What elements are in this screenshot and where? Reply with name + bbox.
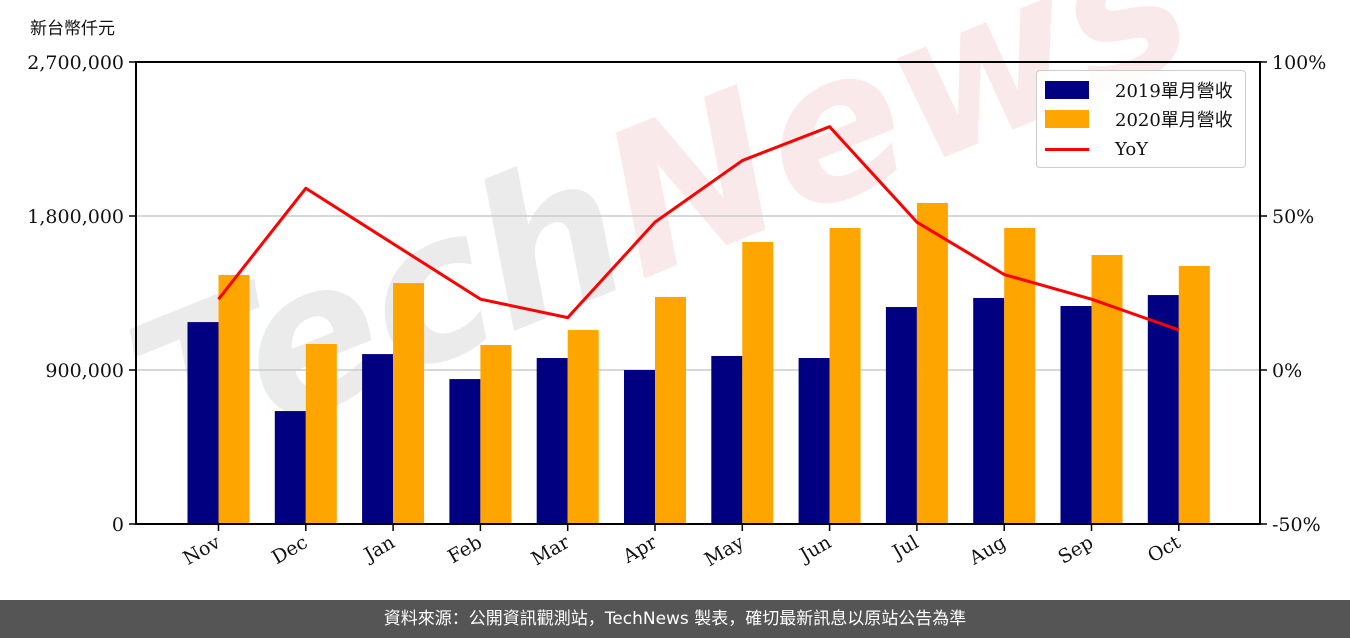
svg-text:Jun: Jun — [795, 531, 836, 567]
svg-text:2,700,000: 2,700,000 — [27, 52, 124, 74]
bar-2020 — [1091, 255, 1123, 524]
svg-text:Apr: Apr — [618, 531, 661, 568]
bar-2020 — [305, 343, 337, 524]
bar-2019 — [624, 370, 655, 524]
svg-text:0: 0 — [112, 514, 124, 536]
legend-label-yoy: YoY — [1115, 138, 1149, 160]
revenue-chart: TechNews 0900,0001,800,0002,700,000-50%0… — [27, 0, 1326, 571]
bar-2020 — [916, 202, 948, 525]
legend-item-yoy: YoY — [1045, 138, 1148, 160]
svg-text:100%: 100% — [1272, 52, 1326, 74]
bar-2019 — [973, 297, 1005, 524]
bar-2020 — [655, 296, 686, 524]
svg-text:Dec: Dec — [268, 531, 311, 569]
bar-2019 — [885, 307, 917, 524]
bar-2019 — [449, 379, 481, 524]
svg-text:Sep: Sep — [1054, 531, 1097, 568]
svg-text:0%: 0% — [1272, 360, 1302, 382]
legend-label-2020: 2020單月營收 — [1115, 110, 1233, 131]
svg-text:50%: 50% — [1272, 206, 1314, 228]
svg-text:Feb: Feb — [444, 531, 486, 568]
legend-swatch-2019 — [1045, 81, 1089, 99]
svg-text:Jul: Jul — [887, 531, 922, 564]
svg-text:Mar: Mar — [528, 531, 574, 570]
bar-2020 — [567, 329, 599, 524]
legend-label-2019: 2019單月營收 — [1115, 81, 1233, 102]
bar-2020 — [742, 242, 774, 524]
bar-2019 — [536, 358, 568, 524]
bar-2020 — [480, 345, 512, 524]
svg-text:Oct: Oct — [1144, 531, 1185, 567]
bar-2020 — [393, 283, 425, 524]
chart-legend: 2019單月營收 2020單月營收 YoY — [1036, 70, 1246, 168]
bar-2019 — [798, 358, 830, 524]
svg-text:Nov: Nov — [179, 531, 224, 570]
legend-item-2020: 2020單月營收 — [1045, 108, 1233, 131]
svg-text:-50%: -50% — [1272, 514, 1321, 536]
legend-line-yoy — [1045, 147, 1089, 151]
svg-text:Aug: Aug — [965, 531, 1010, 570]
bar-2019 — [362, 354, 394, 524]
bar-2019 — [1060, 306, 1092, 524]
legend-item-2019: 2019單月營收 — [1045, 79, 1233, 102]
bar-2020 — [218, 275, 250, 524]
legend-swatch-2020 — [1045, 110, 1089, 128]
y-axis-unit-label: 新台幣仟元 — [30, 19, 115, 39]
bar-2020 — [1004, 227, 1036, 524]
bar-series — [187, 202, 1210, 525]
svg-text:May: May — [701, 531, 748, 571]
bar-2019 — [274, 411, 306, 524]
bar-2019 — [1147, 295, 1179, 524]
bar-2020 — [1178, 265, 1210, 524]
source-footer: 資料來源：公開資訊觀測站，TechNews 製表，確切最新訊息以原站公告為準 — [0, 600, 1350, 638]
svg-text:900,000: 900,000 — [45, 360, 124, 382]
yoy-line-series — [217, 125, 1180, 332]
bar-2020 — [829, 227, 861, 524]
svg-text:Jan: Jan — [359, 531, 399, 567]
svg-text:1,800,000: 1,800,000 — [27, 206, 124, 228]
bar-2019 — [187, 322, 219, 524]
bar-2019 — [711, 355, 743, 524]
